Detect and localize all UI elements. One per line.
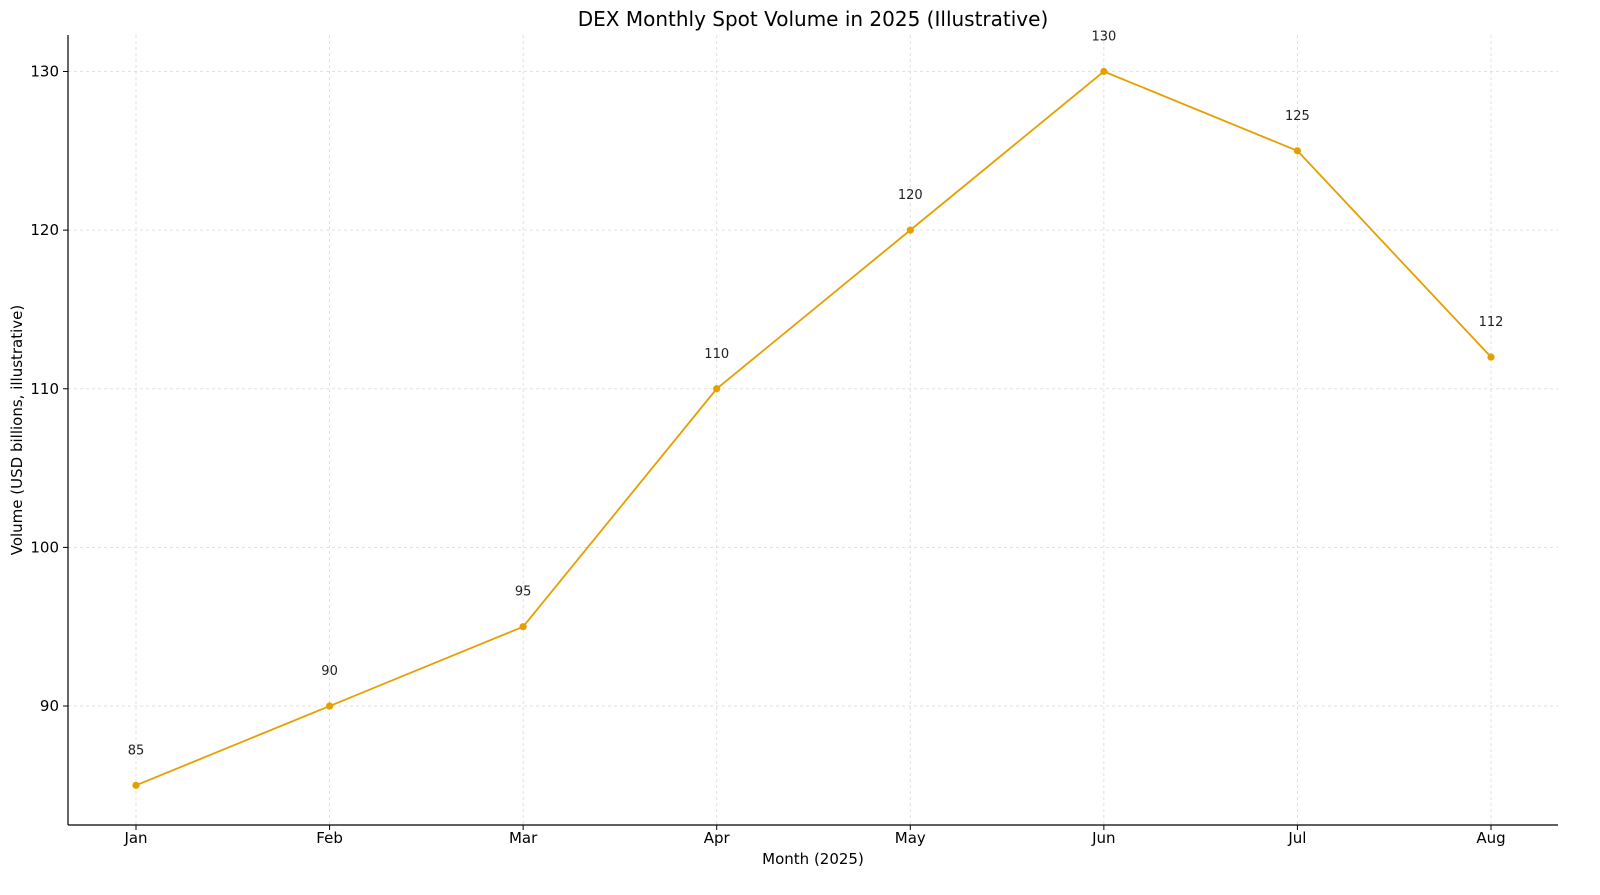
data-point-marker bbox=[1487, 353, 1495, 361]
series-line bbox=[135, 70, 1492, 787]
y-tick-label: 100 bbox=[30, 538, 59, 556]
grid-layer bbox=[68, 35, 1558, 825]
data-label: 90 bbox=[321, 664, 338, 679]
chart-title: DEX Monthly Spot Volume in 2025 (Illustr… bbox=[578, 7, 1049, 31]
data-point-marker bbox=[1100, 67, 1108, 76]
x-tick-label: Aug bbox=[1476, 829, 1505, 847]
ticks-layer: Jan Feb Mar Apr May Jun Jul Aug 90 100 110 120 130 bbox=[30, 62, 1505, 847]
x-tick-label: Jan bbox=[123, 829, 147, 847]
y-tick-label: 90 bbox=[40, 697, 59, 715]
x-tick-label: Jul bbox=[1287, 829, 1306, 847]
x-tick-label: Apr bbox=[704, 829, 731, 847]
data-point-marker bbox=[519, 623, 527, 631]
axes-layer bbox=[67, 35, 1558, 826]
data-label: 110 bbox=[704, 347, 729, 362]
x-axis-title: Month (2025) bbox=[762, 850, 864, 868]
y-axis-title: Volume (USD billions, illustrative) bbox=[8, 305, 26, 556]
y-tick-label: 120 bbox=[30, 221, 59, 239]
data-point-marker bbox=[906, 226, 914, 234]
data-point-marker bbox=[325, 702, 334, 710]
x-tick-label: Feb bbox=[316, 829, 343, 847]
y-tick-label: 130 bbox=[30, 62, 59, 80]
x-tick-label: May bbox=[895, 829, 926, 847]
x-tick-label: Mar bbox=[509, 829, 538, 847]
data-label: 112 bbox=[1479, 315, 1504, 330]
data-point-marker bbox=[1293, 147, 1302, 155]
data-label: 95 bbox=[515, 585, 532, 600]
data-label: 85 bbox=[128, 743, 145, 758]
data-point-marker bbox=[132, 781, 140, 789]
data-point-marker bbox=[713, 385, 721, 393]
series-layer bbox=[132, 67, 1495, 789]
data-labels-layer: 85 90 95 110 120 130 125 112 bbox=[128, 29, 1504, 758]
data-label: 130 bbox=[1091, 29, 1116, 44]
data-label: 125 bbox=[1285, 109, 1310, 124]
data-label: 120 bbox=[898, 188, 923, 203]
x-tick-label: Jun bbox=[1091, 829, 1115, 847]
y-tick-label: 110 bbox=[30, 380, 59, 398]
